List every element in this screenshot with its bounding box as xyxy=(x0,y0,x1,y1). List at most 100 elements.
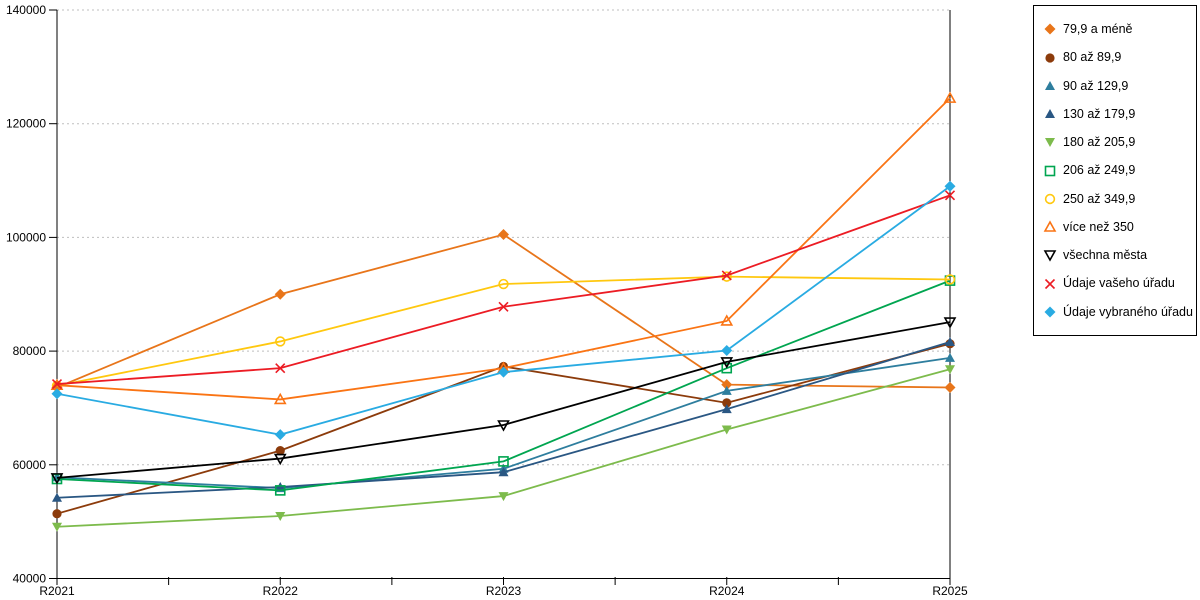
data-point-marker xyxy=(275,511,286,521)
data-point-marker xyxy=(275,363,286,374)
legend-label: 206 až 249,9 xyxy=(1063,163,1136,178)
data-point-marker xyxy=(721,362,733,374)
data-point-marker xyxy=(944,180,956,192)
data-point-marker xyxy=(51,379,63,390)
legend-label: více než 350 xyxy=(1063,219,1134,234)
x-tick-label: R2025 xyxy=(932,584,968,598)
series-line xyxy=(56,279,951,492)
data-point-marker xyxy=(498,366,509,378)
legend-item: Údaje vybraného úřadu xyxy=(1034,305,1196,319)
series-11 xyxy=(51,180,956,441)
data-point-marker xyxy=(52,509,62,519)
y-tick-label: 60000 xyxy=(13,458,47,472)
data-point-marker xyxy=(498,229,509,241)
data-point-marker xyxy=(721,379,733,391)
series-7 xyxy=(51,271,956,391)
legend-label: 80 až 89,9 xyxy=(1063,50,1122,65)
data-point-marker xyxy=(50,473,64,485)
data-point-marker xyxy=(721,425,732,435)
series-8 xyxy=(50,91,957,405)
series-5 xyxy=(52,365,955,532)
data-point-marker xyxy=(720,357,734,369)
series-line xyxy=(56,185,951,436)
data-point-marker xyxy=(721,385,732,395)
legend-item: 130 až 179,9 xyxy=(1034,107,1196,121)
data-point-marker xyxy=(274,288,286,300)
data-point-marker xyxy=(274,485,286,496)
data-point-marker xyxy=(945,365,955,375)
legend-item: 79,9 a méně xyxy=(1034,22,1196,36)
y-tick-label: 80000 xyxy=(13,344,47,358)
diamond-filled-legend-icon xyxy=(1044,23,1056,35)
data-point-marker xyxy=(498,467,509,477)
series-line xyxy=(56,194,951,385)
circle-filled-legend-icon xyxy=(1045,52,1055,63)
chart-legend: 79,9 a méně 80 až 89,9 90 až 129,9 130 až 1… xyxy=(1033,5,1197,336)
data-point-marker xyxy=(497,420,510,432)
data-point-marker xyxy=(51,388,63,400)
x-tick-label: R2022 xyxy=(263,584,299,598)
data-point-marker xyxy=(274,429,286,441)
data-point-marker xyxy=(720,314,734,326)
legend-label: 180 až 205,9 xyxy=(1063,135,1136,149)
data-point-marker xyxy=(275,445,285,456)
data-point-marker xyxy=(721,270,732,281)
data-point-marker xyxy=(52,522,62,532)
triangle-down-filled-legend-icon xyxy=(1045,138,1055,148)
data-point-marker xyxy=(945,352,955,362)
legend-item: 180 až 205,9 xyxy=(1034,135,1196,149)
legend-label: 130 až 179,9 xyxy=(1063,106,1136,121)
series-9 xyxy=(50,317,957,485)
y-tick-label: 140000 xyxy=(6,3,46,17)
legend-label: všechna města xyxy=(1063,248,1148,262)
data-point-marker xyxy=(498,456,509,467)
y-tick-label: 100000 xyxy=(6,230,46,244)
series-line xyxy=(56,275,951,387)
data-point-marker xyxy=(722,398,732,408)
circle-open-legend-icon xyxy=(1044,193,1056,204)
data-point-marker xyxy=(498,301,509,312)
legend-item: 206 až 249,9 xyxy=(1034,164,1196,178)
data-point-marker xyxy=(721,345,733,357)
data-point-marker xyxy=(944,190,956,201)
series-line xyxy=(56,321,951,479)
legend-label: 250 až 349,9 xyxy=(1063,191,1136,206)
x-tick-label: R2023 xyxy=(486,584,522,598)
series-10 xyxy=(51,190,956,390)
legend-label: Údaje vašeho úřadu xyxy=(1063,276,1175,291)
data-point-marker xyxy=(498,492,509,502)
diamond-filled-legend-icon xyxy=(1044,306,1056,318)
data-point-marker xyxy=(52,492,62,502)
triangle-up-filled-legend-icon xyxy=(1045,80,1055,90)
x-tick-label: R2024 xyxy=(709,584,745,598)
legend-item: 250 až 349,9 xyxy=(1034,192,1196,206)
data-point-marker xyxy=(721,404,732,414)
legend-item: Údaje vašeho úřadu xyxy=(1034,277,1196,291)
legend-item: 90 až 129,9 xyxy=(1034,79,1196,93)
y-tick-label: 120000 xyxy=(6,117,46,131)
legend-label: 90 až 129,9 xyxy=(1063,78,1129,93)
data-point-marker xyxy=(273,392,287,405)
legend-item: všechna města xyxy=(1034,248,1196,262)
y-tick-label: 40000 xyxy=(13,572,47,586)
x-legend-icon xyxy=(1044,278,1056,289)
legend-item: 80 až 89,9 xyxy=(1034,51,1196,65)
triangle-down-open-legend-icon xyxy=(1043,250,1057,262)
data-point-marker xyxy=(498,278,509,290)
square-open-legend-icon xyxy=(1044,165,1056,176)
series-line xyxy=(56,97,951,401)
data-point-marker xyxy=(944,381,956,393)
triangle-up-filled-legend-icon xyxy=(1045,109,1055,118)
legend-item: více než 350 xyxy=(1034,220,1196,234)
legend-label: 79,9 a méně xyxy=(1063,22,1133,36)
legend-label: Údaje vybraného úřadu xyxy=(1063,304,1193,319)
x-tick-label: R2021 xyxy=(39,584,75,598)
data-point-marker xyxy=(275,336,286,347)
data-point-marker xyxy=(943,91,957,103)
data-point-marker xyxy=(273,453,287,466)
data-point-marker xyxy=(943,317,957,329)
triangle-up-open-legend-icon xyxy=(1043,220,1057,232)
data-point-marker xyxy=(944,274,956,285)
data-point-marker xyxy=(945,337,955,347)
